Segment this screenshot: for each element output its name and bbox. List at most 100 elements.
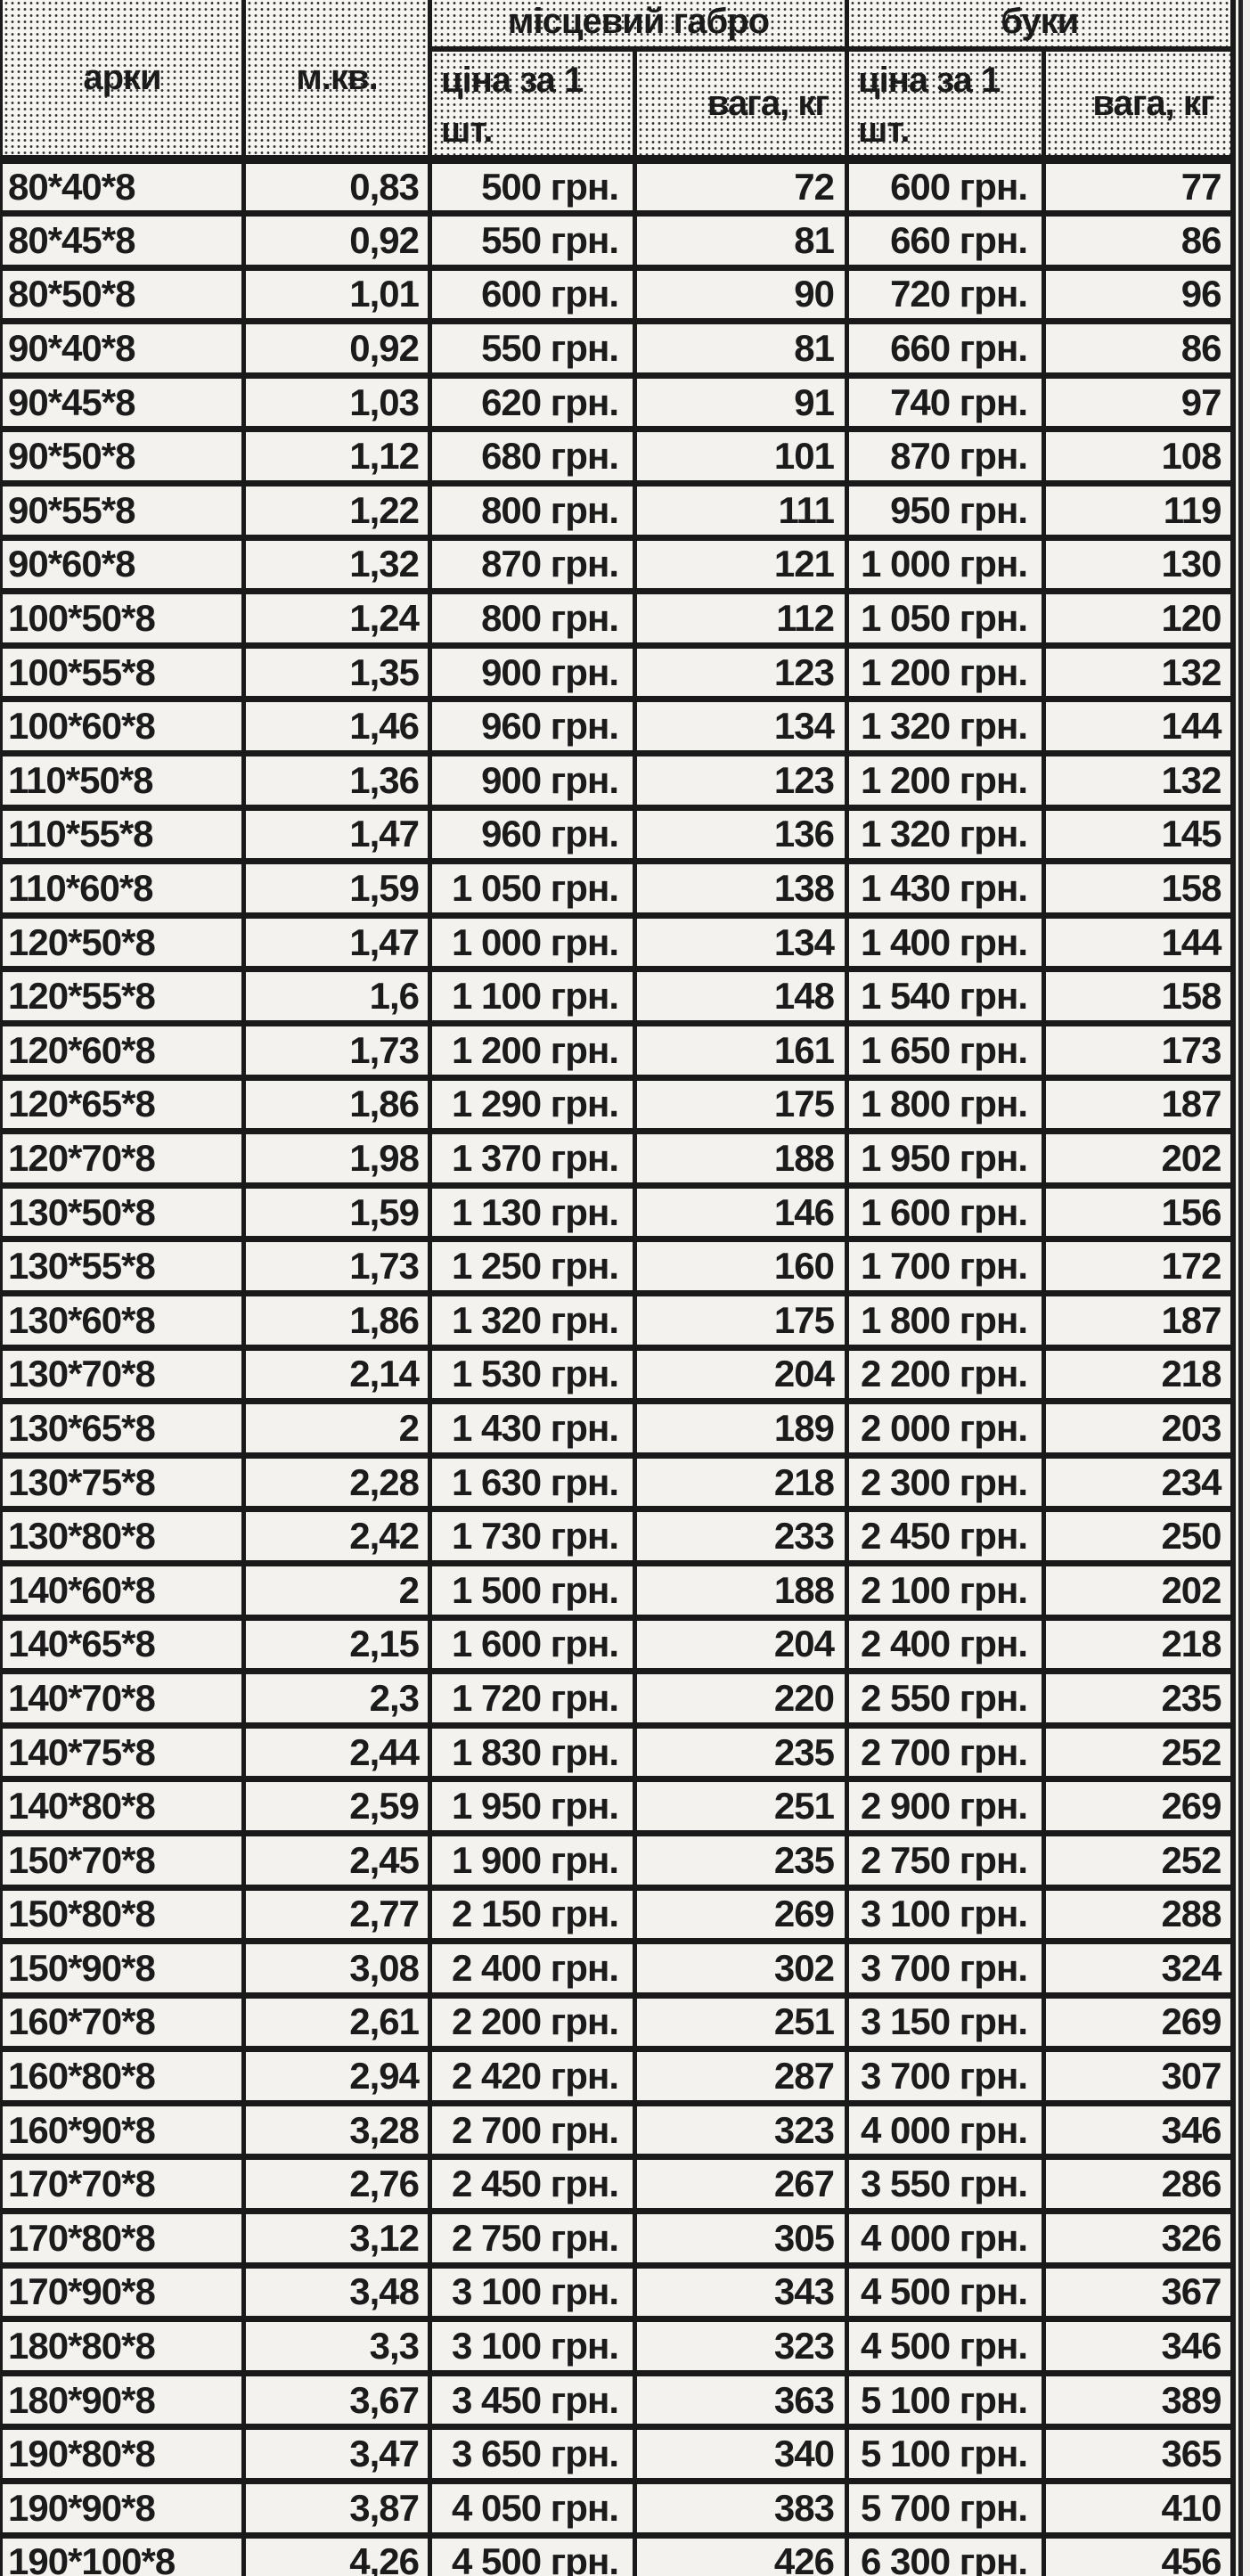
cell-arki: 180*90*8 (0, 2369, 246, 2431)
cell-gabro-weight: 72 (633, 156, 849, 217)
table-row: 130*70*8 2,14 1 530 грн. 204 2 200 грн. … (0, 1344, 1236, 1405)
cell-buky-price: 4 000 грн. (845, 2099, 1046, 2161)
cell-gabro-price: 1 630 грн. (428, 1452, 637, 1513)
cell-gabro-price: 1 500 грн. (428, 1559, 637, 1621)
cell-gabro-weight: 426 (633, 2531, 849, 2576)
cell-buky-weight: 144 (1041, 912, 1236, 973)
cell-gabro-weight: 161 (633, 1020, 849, 1081)
cell-buky-price: 1 050 грн. (845, 588, 1046, 649)
cell-gabro-price: 900 грн. (428, 750, 637, 811)
table-row: 190*90*8 3,87 4 050 грн. 383 5 700 грн. … (0, 2478, 1236, 2539)
cell-mkv: 1,46 (241, 696, 432, 757)
cell-mkv: 1,47 (241, 804, 432, 865)
cell-mkv: 1,6 (241, 966, 432, 1026)
cell-buky-price: 2 450 грн. (845, 1506, 1046, 1566)
cell-arki: 150*70*8 (0, 1829, 246, 1891)
cell-gabro-price: 2 400 грн. (428, 1938, 637, 1999)
cell-gabro-weight: 340 (633, 2424, 849, 2485)
cell-mkv: 0,92 (241, 210, 432, 271)
table-row: 80*50*8 1,01 600 грн. 90 720 грн. 96 (0, 264, 1236, 325)
cell-gabro-weight: 235 (633, 1829, 849, 1891)
cell-gabro-weight: 269 (633, 1884, 849, 1945)
cell-gabro-price: 4 050 грн. (428, 2478, 637, 2539)
header-gabro-price-per-item: ціна за 1 шт. (429, 46, 637, 164)
table-row: 130*50*8 1,59 1 130 грн. 146 1 600 грн. … (0, 1182, 1236, 1243)
cell-buky-price: 3 700 грн. (845, 1938, 1046, 1999)
cell-gabro-price: 3 650 грн. (428, 2424, 637, 2485)
cell-buky-weight: 252 (1041, 1721, 1236, 1783)
cell-buky-price: 1 950 грн. (845, 1128, 1046, 1189)
scan-edge-line (1238, 0, 1243, 2576)
cell-mkv: 3,08 (241, 1938, 432, 1999)
table-row: 90*55*8 1,22 800 грн. 111 950 грн. 119 (0, 480, 1236, 541)
table-row: 120*60*8 1,73 1 200 грн. 161 1 650 грн. … (0, 1020, 1236, 1081)
cell-arki: 140*70*8 (0, 1668, 246, 1729)
cell-arki: 190*100*8 (0, 2531, 246, 2576)
cell-gabro-weight: 383 (633, 2478, 849, 2539)
cell-mkv: 1,86 (241, 1289, 432, 1351)
cell-gabro-price: 1 290 грн. (428, 1074, 637, 1135)
cell-buky-price: 1 800 грн. (845, 1289, 1046, 1351)
cell-gabro-price: 1 250 грн. (428, 1236, 637, 1296)
cell-mkv: 1,73 (241, 1020, 432, 1081)
cell-buky-price: 3 150 грн. (845, 1991, 1046, 2053)
cell-gabro-weight: 175 (633, 1289, 849, 1351)
cell-gabro-price: 3 100 грн. (428, 2316, 637, 2376)
cell-buky-price: 3 550 грн. (845, 2154, 1046, 2215)
cell-buky-weight: 158 (1041, 966, 1236, 1026)
cell-arki: 100*60*8 (0, 696, 246, 757)
cell-gabro-price: 1 000 грн. (428, 912, 637, 973)
cell-buky-weight: 86 (1041, 318, 1236, 379)
cell-buky-price: 660 грн. (845, 318, 1046, 379)
cell-gabro-price: 960 грн. (428, 696, 637, 757)
cell-mkv: 2,44 (241, 1721, 432, 1783)
cell-buky-weight: 326 (1041, 2208, 1236, 2269)
cell-gabro-price: 1 430 грн. (428, 1398, 637, 1459)
table-row: 120*50*8 1,47 1 000 грн. 134 1 400 грн. … (0, 912, 1236, 973)
cell-gabro-price: 1 530 грн. (428, 1344, 637, 1405)
table-row: 170*80*8 3,12 2 750 грн. 305 4 000 грн. … (0, 2208, 1236, 2269)
cell-buky-weight: 144 (1041, 696, 1236, 757)
cell-buky-price: 2 100 грн. (845, 1559, 1046, 1621)
cell-mkv: 1,35 (241, 642, 432, 703)
cell-gabro-weight: 218 (633, 1452, 849, 1513)
cell-gabro-price: 550 грн. (428, 210, 637, 271)
cell-gabro-price: 1 130 грн. (428, 1182, 637, 1243)
table-row: 90*45*8 1,03 620 грн. 91 740 грн. 97 (0, 372, 1236, 433)
cell-mkv: 1,36 (241, 750, 432, 811)
cell-mkv: 2,77 (241, 1884, 432, 1945)
table-row: 160*70*8 2,61 2 200 грн. 251 3 150 грн. … (0, 1991, 1236, 2053)
table-row: 140*60*8 2 1 500 грн. 188 2 100 грн. 202 (0, 1559, 1236, 1621)
cell-arki: 110*60*8 (0, 858, 246, 919)
cell-gabro-price: 1 100 грн. (428, 966, 637, 1026)
cell-arki: 120*55*8 (0, 966, 246, 1026)
table-row: 120*65*8 1,86 1 290 грн. 175 1 800 грн. … (0, 1074, 1236, 1135)
cell-gabro-weight: 175 (633, 1074, 849, 1135)
cell-buky-weight: 346 (1041, 2099, 1236, 2161)
table-row: 100*50*8 1,24 800 грн. 112 1 050 грн. 12… (0, 588, 1236, 649)
cell-buky-price: 720 грн. (845, 264, 1046, 325)
cell-buky-price: 1 200 грн. (845, 750, 1046, 811)
cell-arki: 90*55*8 (0, 480, 246, 541)
cell-gabro-weight: 323 (633, 2099, 849, 2161)
cell-arki: 100*55*8 (0, 642, 246, 703)
cell-buky-price: 4 000 грн. (845, 2208, 1046, 2269)
cell-gabro-price: 1 830 грн. (428, 1721, 637, 1783)
cell-buky-weight: 145 (1041, 804, 1236, 865)
cell-gabro-price: 870 грн. (428, 534, 637, 595)
cell-buky-weight: 410 (1041, 2478, 1236, 2539)
cell-mkv: 2,28 (241, 1452, 432, 1513)
cell-gabro-price: 2 200 грн. (428, 1991, 637, 2053)
cell-gabro-price: 1 950 грн. (428, 1776, 637, 1836)
cell-gabro-weight: 148 (633, 966, 849, 1026)
cell-buky-weight: 234 (1041, 1452, 1236, 1513)
cell-gabro-weight: 134 (633, 696, 849, 757)
cell-buky-price: 4 500 грн. (845, 2261, 1046, 2323)
cell-buky-price: 740 грн. (845, 372, 1046, 433)
table-row: 180*90*8 3,67 3 450 грн. 363 5 100 грн. … (0, 2369, 1236, 2431)
table-row: 90*40*8 0,92 550 грн. 81 660 грн. 86 (0, 318, 1236, 379)
cell-gabro-weight: 233 (633, 1506, 849, 1566)
header-gabro-weight-kg: вага, кг (633, 46, 849, 164)
cell-buky-price: 6 300 грн. (845, 2531, 1046, 2576)
